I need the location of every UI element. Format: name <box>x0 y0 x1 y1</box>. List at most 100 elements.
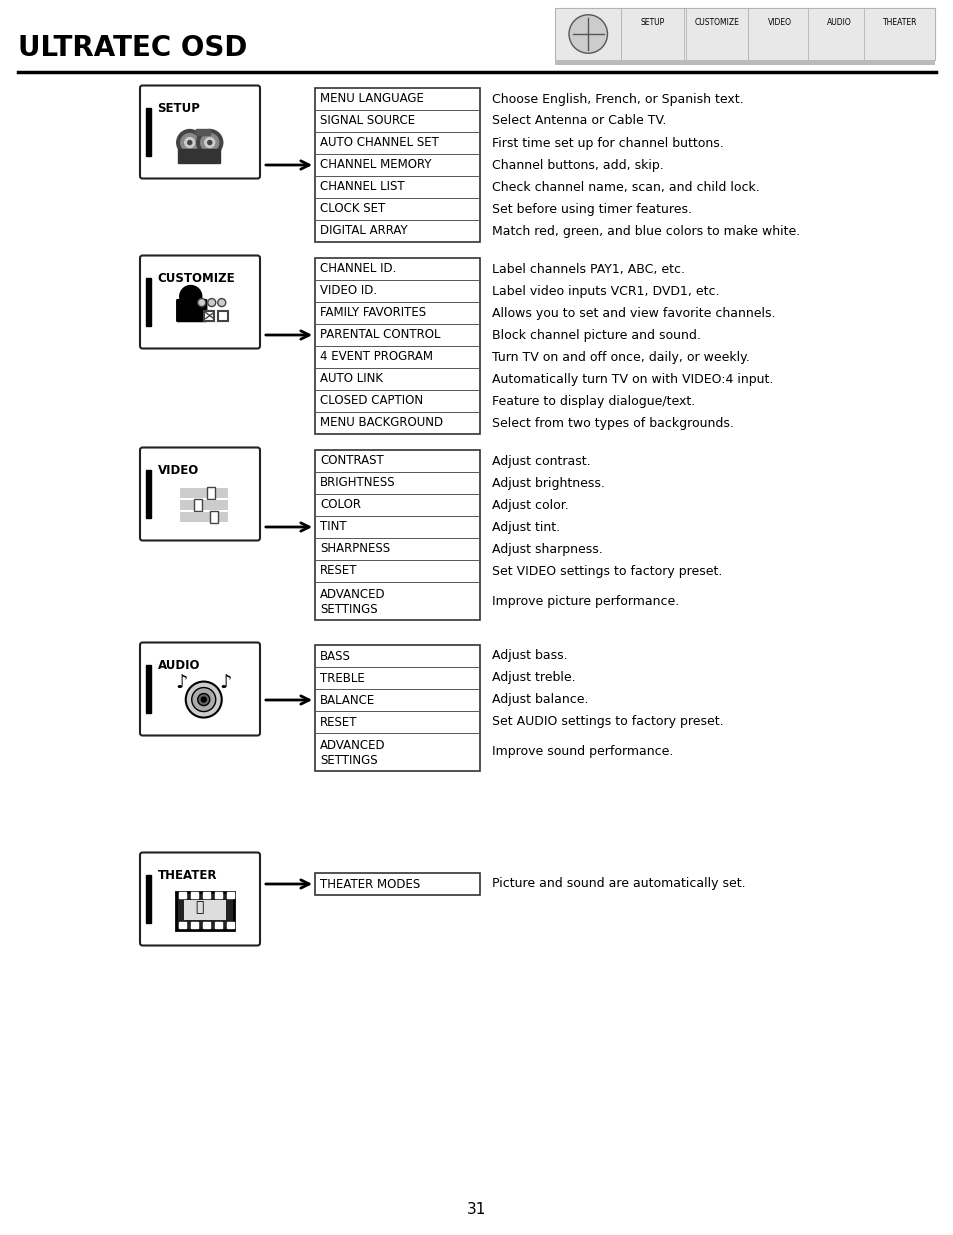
Bar <box>227 921 233 927</box>
Circle shape <box>179 285 201 308</box>
Bar <box>863 7 934 61</box>
Circle shape <box>185 137 194 147</box>
Bar <box>179 511 228 521</box>
FancyBboxPatch shape <box>140 447 260 541</box>
Circle shape <box>205 137 214 147</box>
Text: TREBLE: TREBLE <box>319 672 364 684</box>
Bar <box>184 899 226 920</box>
Text: Adjust contrast.: Adjust contrast. <box>492 454 590 468</box>
Text: AUDIO: AUDIO <box>826 19 851 27</box>
Text: PARENTAL CONTROL: PARENTAL CONTROL <box>319 329 440 342</box>
Bar <box>227 892 233 898</box>
Bar <box>191 921 197 927</box>
FancyBboxPatch shape <box>140 85 260 179</box>
Bar <box>685 7 748 61</box>
Text: Picture and sound are automatically set.: Picture and sound are automatically set. <box>492 878 745 890</box>
Bar <box>193 499 201 510</box>
Bar <box>195 128 210 135</box>
Circle shape <box>197 694 210 705</box>
FancyBboxPatch shape <box>140 256 260 348</box>
Text: CUSTOMIZE: CUSTOMIZE <box>157 272 234 285</box>
FancyBboxPatch shape <box>176 300 207 321</box>
Circle shape <box>192 688 215 711</box>
Text: First time set up for channel buttons.: First time set up for channel buttons. <box>492 137 723 149</box>
Circle shape <box>186 682 221 718</box>
Circle shape <box>197 299 206 306</box>
Text: Select from two types of backgrounds.: Select from two types of backgrounds. <box>492 416 733 430</box>
Text: CHANNEL LIST: CHANNEL LIST <box>319 180 404 194</box>
Bar <box>620 7 683 61</box>
Text: SHARPNESS: SHARPNESS <box>319 542 390 556</box>
Text: CONTRAST: CONTRAST <box>319 454 383 468</box>
Text: RESET: RESET <box>319 715 357 729</box>
Text: BALANCE: BALANCE <box>319 694 375 706</box>
Text: Adjust tint.: Adjust tint. <box>492 520 559 534</box>
Bar <box>178 892 186 898</box>
Text: Adjust sharpness.: Adjust sharpness. <box>492 542 602 556</box>
Text: ADVANCED: ADVANCED <box>319 739 385 752</box>
Text: Feature to display dialogue/text.: Feature to display dialogue/text. <box>492 394 695 408</box>
Text: Label video inputs VCR1, DVD1, etc.: Label video inputs VCR1, DVD1, etc. <box>492 284 719 298</box>
Text: SETUP: SETUP <box>157 103 200 115</box>
Text: SIGNAL SOURCE: SIGNAL SOURCE <box>319 115 415 127</box>
Circle shape <box>208 299 215 306</box>
Text: Automatically turn TV on with VIDEO:4 input.: Automatically turn TV on with VIDEO:4 in… <box>492 373 773 385</box>
Bar <box>555 7 934 61</box>
Bar <box>314 258 479 433</box>
Text: ♪: ♪ <box>175 673 188 692</box>
Bar <box>179 488 228 498</box>
Bar <box>204 310 213 321</box>
Bar <box>217 310 228 321</box>
Circle shape <box>217 299 226 306</box>
Text: Block channel picture and sound.: Block channel picture and sound. <box>492 329 700 342</box>
Bar <box>314 645 479 771</box>
Text: ♪: ♪ <box>219 673 232 692</box>
Text: Adjust treble.: Adjust treble. <box>492 672 575 684</box>
Bar <box>147 278 152 326</box>
Text: Adjust brightness.: Adjust brightness. <box>492 477 604 489</box>
Bar <box>314 88 479 242</box>
Bar <box>147 469 152 519</box>
FancyBboxPatch shape <box>140 852 260 946</box>
Text: ADVANCED: ADVANCED <box>319 588 385 600</box>
Text: Channel buttons, add, skip.: Channel buttons, add, skip. <box>492 158 663 172</box>
Text: COLOR: COLOR <box>319 499 360 511</box>
Bar <box>207 487 214 499</box>
Circle shape <box>180 133 198 152</box>
Circle shape <box>196 130 222 156</box>
Text: Set before using timer features.: Set before using timer features. <box>492 203 691 215</box>
Bar <box>178 921 186 927</box>
Bar <box>807 7 870 61</box>
Text: 31: 31 <box>467 1203 486 1218</box>
Text: THEATER: THEATER <box>157 869 216 882</box>
Text: DIGITAL ARRAY: DIGITAL ARRAY <box>319 225 407 237</box>
Bar <box>314 450 479 620</box>
Bar <box>179 500 228 510</box>
Text: 🐴: 🐴 <box>195 900 204 915</box>
Text: Improve sound performance.: Improve sound performance. <box>492 746 673 758</box>
Text: BRIGHTNESS: BRIGHTNESS <box>319 477 395 489</box>
Circle shape <box>200 133 218 152</box>
Circle shape <box>188 141 192 144</box>
Text: Check channel name, scan, and child lock.: Check channel name, scan, and child lock… <box>492 180 759 194</box>
Text: BASS: BASS <box>319 650 351 662</box>
Text: Adjust color.: Adjust color. <box>492 499 568 511</box>
Text: THEATER MODES: THEATER MODES <box>319 878 420 890</box>
Text: Allows you to set and view favorite channels.: Allows you to set and view favorite chan… <box>492 306 775 320</box>
Text: Improve picture performance.: Improve picture performance. <box>492 594 679 608</box>
Bar <box>214 921 221 927</box>
Bar <box>147 107 152 156</box>
Text: Turn TV on and off once, daily, or weekly.: Turn TV on and off once, daily, or weekl… <box>492 351 749 363</box>
Text: ULTRATEC OSD: ULTRATEC OSD <box>18 35 247 62</box>
Text: 4 EVENT PROGRAM: 4 EVENT PROGRAM <box>319 351 433 363</box>
Bar <box>175 892 233 930</box>
Text: CLOSED CAPTION: CLOSED CAPTION <box>319 394 423 408</box>
Bar <box>214 892 221 898</box>
Text: Select Antenna or Cable TV.: Select Antenna or Cable TV. <box>492 115 666 127</box>
Text: Set VIDEO settings to factory preset.: Set VIDEO settings to factory preset. <box>492 564 721 578</box>
Bar <box>748 7 810 61</box>
FancyBboxPatch shape <box>140 642 260 736</box>
Bar <box>314 873 479 895</box>
Text: CHANNEL MEMORY: CHANNEL MEMORY <box>319 158 431 172</box>
Text: VIDEO: VIDEO <box>767 19 791 27</box>
